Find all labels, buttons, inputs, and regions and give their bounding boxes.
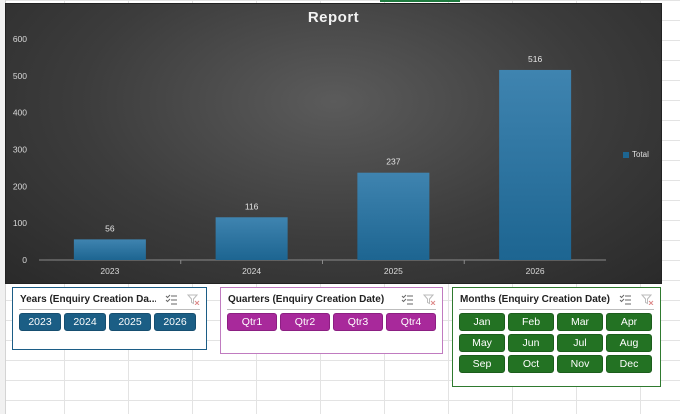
multi-select-icon[interactable] (618, 293, 632, 305)
slicer-item-qtr4[interactable]: Qtr4 (386, 313, 436, 331)
bar-2024[interactable] (215, 217, 288, 260)
slicer-item-2024[interactable]: 2024 (64, 313, 106, 331)
clear-filter-icon[interactable] (186, 293, 200, 305)
y-tick-label: 100 (13, 218, 27, 228)
slicer-item-qtr2[interactable]: Qtr2 (280, 313, 330, 331)
slicer-item-may[interactable]: May (459, 334, 505, 352)
slicer-item-sep[interactable]: Sep (459, 355, 505, 373)
years-slicer-items: 2023 2024 2025 2026 (19, 313, 196, 331)
chart-legend: Total (623, 150, 649, 159)
slicer-item-apr[interactable]: Apr (606, 313, 652, 331)
slicer-header: Months (Enquiry Creation Date) (460, 292, 654, 306)
y-tick-label: 300 (13, 145, 27, 155)
multi-select-icon[interactable] (400, 293, 414, 305)
years-slicer[interactable]: Years (Enquiry Creation Da... 2023 2024 … (12, 287, 207, 350)
data-label: 56 (105, 223, 115, 233)
clear-filter-icon[interactable] (422, 293, 436, 305)
slicer-item-feb[interactable]: Feb (508, 313, 554, 331)
bar-2023[interactable] (73, 239, 146, 260)
slicer-item-jul[interactable]: Jul (557, 334, 603, 352)
slicer-item-2026[interactable]: 2026 (154, 313, 196, 331)
data-label: 516 (528, 54, 542, 64)
slicer-header: Quarters (Enquiry Creation Date) (228, 292, 436, 306)
quarters-slicer[interactable]: Quarters (Enquiry Creation Date) Qtr1 Qt… (220, 287, 443, 354)
years-slicer-title: Years (Enquiry Creation Da... (20, 293, 156, 305)
slicer-divider (19, 309, 200, 310)
x-tick-label: 2023 (100, 266, 119, 276)
chart-title: Report (307, 9, 360, 26)
quarters-slicer-items: Qtr1 Qtr2 Qtr3 Qtr4 (227, 313, 436, 331)
y-tick-label: 500 (13, 71, 27, 81)
y-tick-label: 200 (13, 181, 27, 191)
data-label: 237 (386, 157, 400, 167)
legend-label: Total (632, 150, 649, 159)
slicer-header: Years (Enquiry Creation Da... (20, 292, 200, 306)
slicer-item-qtr3[interactable]: Qtr3 (333, 313, 383, 331)
bar-2026[interactable] (499, 69, 572, 260)
slicer-item-aug[interactable]: Aug (606, 334, 652, 352)
report-chart[interactable]: Report 0 100 200 300 400 500 600 56 2023 116 2024 2… (5, 3, 662, 284)
chart-plot: 0 100 200 300 400 500 600 56 2023 116 2024 237 2025 5… (13, 34, 606, 276)
slicer-item-2023[interactable]: 2023 (19, 313, 61, 331)
slicer-item-dec[interactable]: Dec (606, 355, 652, 373)
quarters-slicer-title: Quarters (Enquiry Creation Date) (228, 293, 385, 305)
active-column-indicator (380, 0, 460, 2)
x-tick-label: 2024 (242, 266, 261, 276)
months-slicer[interactable]: Months (Enquiry Creation Date) Jan Feb M… (452, 287, 661, 387)
clear-filter-icon[interactable] (640, 293, 654, 305)
bar-2025[interactable] (357, 172, 430, 260)
slicer-item-2025[interactable]: 2025 (109, 313, 151, 331)
y-tick-label: 600 (13, 34, 27, 44)
slicer-item-jan[interactable]: Jan (459, 313, 505, 331)
data-label: 116 (245, 201, 259, 211)
multi-select-icon[interactable] (164, 293, 178, 305)
y-tick-label: 400 (13, 108, 27, 118)
slicer-item-jun[interactable]: Jun (508, 334, 554, 352)
slicer-item-nov[interactable]: Nov (557, 355, 603, 373)
x-tick-label: 2026 (526, 266, 545, 276)
slicer-divider (459, 309, 654, 310)
y-tick-label: 0 (22, 255, 27, 265)
legend-swatch (623, 151, 629, 158)
slicer-item-oct[interactable]: Oct (508, 355, 554, 373)
slicer-item-qtr1[interactable]: Qtr1 (227, 313, 277, 331)
slicer-item-mar[interactable]: Mar (557, 313, 603, 331)
months-slicer-title: Months (Enquiry Creation Date) (460, 293, 610, 305)
x-tick-label: 2025 (384, 266, 403, 276)
months-slicer-items: Jan Feb Mar Apr May Jun Jul Aug Sep Oct … (459, 313, 652, 373)
slicer-divider (227, 309, 436, 310)
